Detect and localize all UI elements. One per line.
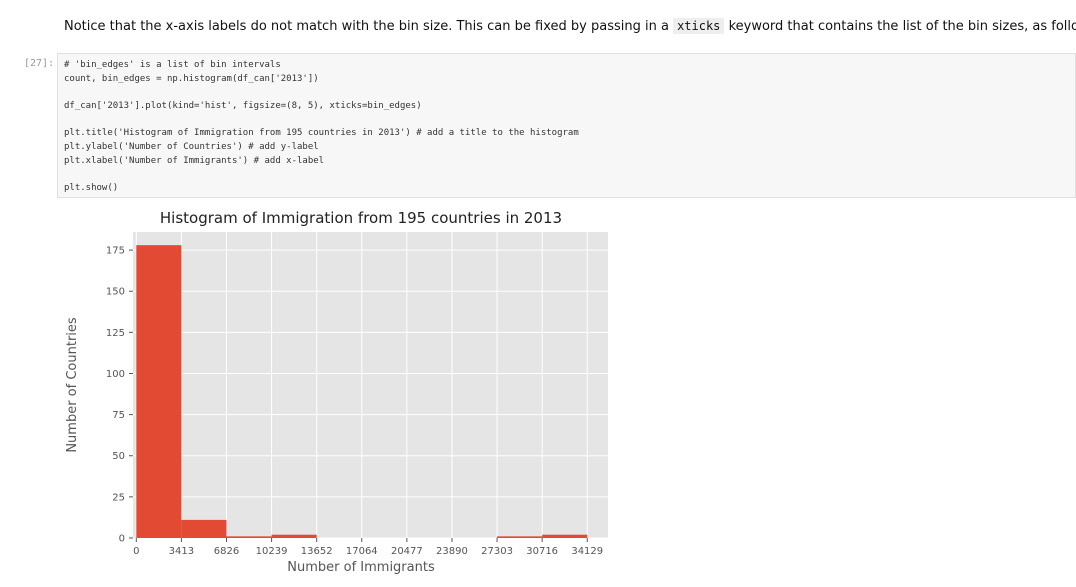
text: Notice that the x-axis labels do not mat… [64,19,669,34]
y-tick-label: 150 [106,287,125,298]
code-cell[interactable]: # 'bin_edges' is a list of bin intervals… [57,53,1076,198]
chart-title: Histogram of Immigration from 195 countr… [160,209,562,227]
bar [271,534,317,538]
code-line: plt.show() [64,183,119,194]
y-tick-label: 0 [119,534,125,545]
y-axis-label: Number of Countries [65,317,80,453]
bar [497,536,543,538]
code-line: plt.xlabel('Number of Immigrants') # add… [64,155,325,166]
bar [542,534,588,538]
inline-code: xticks [673,18,725,34]
x-tick-label: 30716 [526,546,558,557]
x-tick-label: 3413 [169,546,194,557]
cell-prompt: [27]: [24,58,55,69]
y-tick-label: 25 [112,492,125,503]
bar [181,519,227,538]
x-tick-label: 23890 [436,546,468,557]
y-tick-label: 175 [106,246,125,257]
code-line: # 'bin_edges' is a list of bin intervals [64,60,281,70]
markdown-cell: Notice that the x-axis labels do not mat… [64,18,1076,34]
x-tick-label: 0 [133,546,139,557]
x-tick-label: 20477 [391,546,423,557]
x-axis-label: Number of Immigrants [287,560,435,575]
code-line: count, bin_edges = np.histogram(df_can['… [64,73,319,84]
x-tick-label: 6826 [214,546,239,557]
plot-area [133,232,608,538]
x-tick-label: 10239 [256,546,288,557]
x-tick-label: 34129 [571,546,603,557]
x-tick-label: 27303 [481,546,513,557]
code-line: plt.ylabel('Number of Countries') # add … [64,142,319,153]
text: keyword that contains the list of the bi… [728,19,1076,34]
y-tick-label: 50 [112,451,125,462]
code-line: plt.title('Histogram of Immigration from… [64,128,579,139]
code-line: df_can['2013'].plot(kind='hist', figsize… [64,101,422,112]
y-tick-label: 100 [106,369,125,380]
bar [226,536,272,538]
bar [136,245,182,538]
y-tick-label: 75 [112,410,125,421]
y-tick-label: 125 [106,328,125,339]
x-tick-label: 17064 [346,546,378,557]
x-tick-label: 13652 [301,546,333,557]
